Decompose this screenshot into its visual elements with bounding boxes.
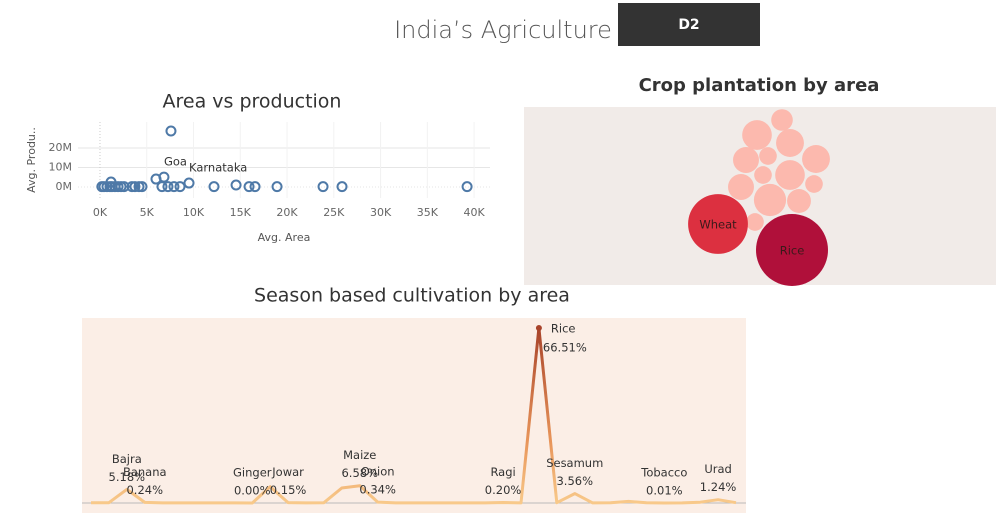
line-bg (82, 318, 746, 513)
bubble (776, 129, 804, 157)
bubble-label: Rice (780, 244, 805, 258)
scatter-point (271, 181, 283, 193)
value-label: 0.00% (234, 484, 271, 498)
scatter-point (230, 179, 242, 191)
scatter-point (162, 181, 174, 193)
button-label[interactable]: D2 (678, 17, 699, 33)
category-label: Ginger (233, 466, 272, 480)
y-tick-label: 10M (49, 161, 73, 174)
chart-title: Crop plantation by area (639, 75, 880, 96)
x-tick-label: 25K (323, 206, 345, 219)
d2-button[interactable]: D2 (618, 3, 760, 46)
bubble (728, 174, 754, 200)
x-tick-label: 5K (140, 206, 155, 219)
x-tick-label: 30K (370, 206, 392, 219)
scatter-point (165, 125, 177, 137)
scatter-point (158, 171, 170, 183)
category-label: Urad (704, 462, 732, 476)
scatter-point (336, 181, 348, 193)
peak-point (535, 324, 542, 331)
scatter-point (118, 181, 130, 193)
bubble (746, 213, 764, 231)
category-label: Jowar (271, 465, 304, 479)
scatter-point (249, 181, 261, 193)
category-label: Bajra (112, 452, 142, 466)
value-label: 0.20% (485, 483, 522, 497)
scatter-point (461, 181, 473, 193)
category-label: Sesamum (546, 456, 603, 470)
value-label: 0.24% (126, 483, 163, 497)
value-label: 3.56% (556, 474, 593, 488)
scatter-point (317, 181, 329, 193)
x-tick-label: 40K (463, 206, 485, 219)
y-tick-label: 0M (56, 180, 73, 193)
value-label: 1.24% (700, 480, 737, 494)
season-line (91, 326, 737, 505)
category-label: Ragi (490, 465, 515, 479)
y-axis-label: Avg. Produ.. (25, 127, 38, 193)
value-label: 0.34% (359, 483, 396, 497)
x-tick-label: 10K (183, 206, 205, 219)
x-axis-label: Avg. Area (258, 231, 311, 244)
chart-title: Area vs production (163, 91, 342, 113)
bubble (754, 166, 772, 184)
point-annotation: Karnataka (189, 161, 247, 175)
bubble (753, 183, 787, 217)
bubble-label: Wheat (699, 218, 737, 232)
point-annotation: Goa (164, 155, 187, 169)
x-tick-label: 20K (276, 206, 298, 219)
category-label: Maize (343, 448, 376, 462)
scatter-point (208, 181, 220, 193)
value-label: 0.15% (270, 483, 307, 497)
x-tick-label: 15K (230, 206, 252, 219)
bubble (771, 109, 793, 131)
x-tick-label: 35K (417, 206, 439, 219)
scatter-point (183, 177, 195, 189)
scatter-point (243, 181, 255, 193)
chart-title: Season based cultivation by area (254, 285, 570, 307)
bubble (742, 120, 772, 150)
value-label: 0.01% (646, 483, 683, 497)
bubble (787, 189, 811, 213)
bubble (775, 160, 805, 190)
scatter-point (129, 181, 141, 193)
scatter-point (168, 181, 180, 193)
bubble (756, 214, 828, 286)
scatter-point (174, 181, 186, 193)
value-label: 5.18% (109, 470, 146, 484)
category-label: Rice (551, 321, 576, 335)
category-label: Onion (361, 465, 395, 479)
category-label: Tobacco (640, 465, 687, 479)
bubble (802, 145, 830, 173)
y-tick-label: 20M (49, 141, 73, 154)
scatter-point (136, 181, 148, 193)
bubble (688, 194, 748, 254)
value-label: 6.58% (341, 466, 378, 480)
button-bg[interactable] (618, 3, 760, 46)
category-label: Banana (123, 465, 167, 479)
dashboard-title: India’s Agriculture (394, 16, 612, 44)
value-label: 66.51% (543, 340, 587, 354)
bubble (759, 147, 777, 165)
x-tick-label: 0K (93, 206, 108, 219)
bubble (805, 175, 823, 193)
bubble (733, 147, 759, 173)
